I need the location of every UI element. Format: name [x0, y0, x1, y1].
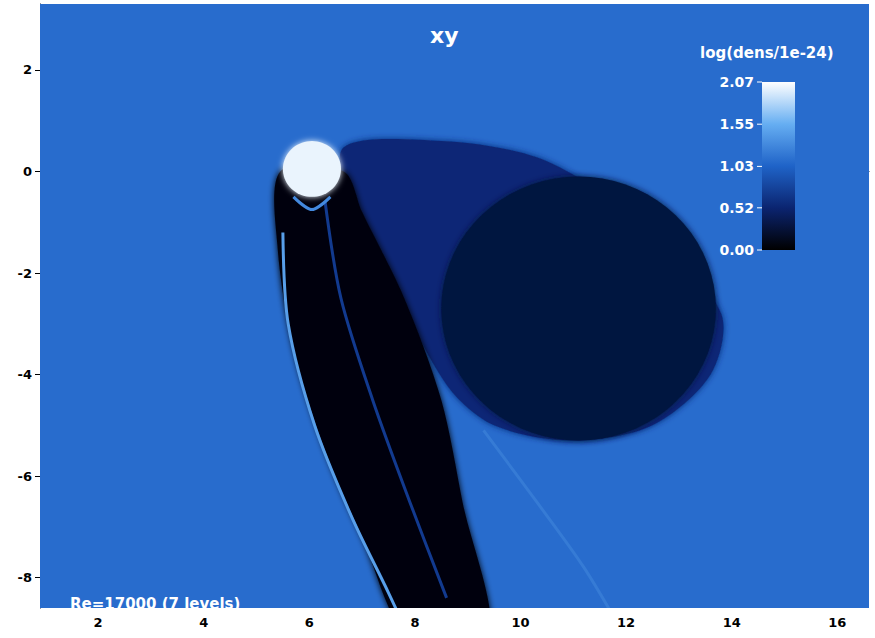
svg-text:0: 0 — [23, 164, 32, 179]
svg-text:6: 6 — [305, 615, 314, 630]
svg-text:-8: -8 — [18, 570, 32, 585]
svg-text:Re=17000 (7 levels): Re=17000 (7 levels) — [70, 595, 240, 613]
svg-text:log(dens/1e-24): log(dens/1e-24) — [700, 44, 834, 62]
svg-text:-6: -6 — [18, 469, 32, 484]
svg-text:2: 2 — [23, 62, 32, 77]
svg-text:-4: -4 — [18, 367, 32, 382]
svg-text:2: 2 — [94, 615, 103, 630]
svg-text:0.52: 0.52 — [719, 200, 754, 216]
svg-text:0.00: 0.00 — [719, 242, 754, 258]
svg-text:4: 4 — [199, 615, 208, 630]
svg-text:10: 10 — [511, 615, 529, 630]
svg-text:8: 8 — [410, 615, 419, 630]
svg-text:12: 12 — [617, 615, 635, 630]
svg-text:1.03: 1.03 — [719, 158, 754, 174]
svg-text:xy: xy — [430, 23, 459, 48]
svg-text:2.07: 2.07 — [719, 74, 754, 90]
svg-text:-2: -2 — [18, 266, 32, 281]
svg-text:16: 16 — [828, 615, 846, 630]
svg-text:1.55: 1.55 — [719, 116, 754, 132]
svg-text:14: 14 — [723, 615, 741, 630]
